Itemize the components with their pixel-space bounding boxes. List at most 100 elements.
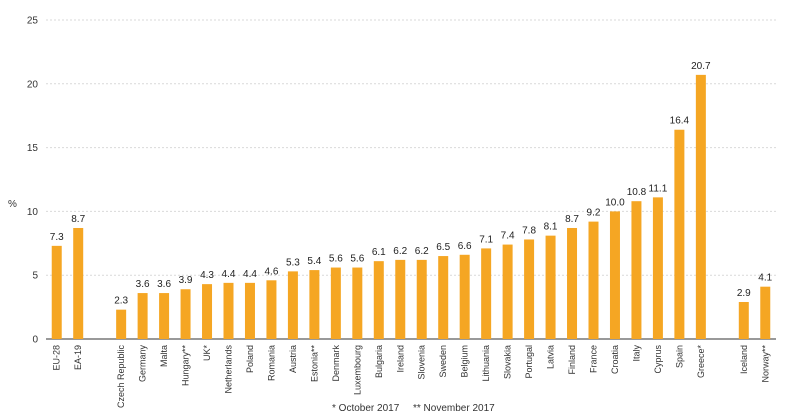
category-label: Finland: [567, 345, 577, 375]
value-label: 11.1: [649, 183, 668, 194]
category-label: Sweden: [438, 345, 448, 378]
value-label: 10.0: [605, 197, 625, 208]
category-label: Romania: [266, 345, 276, 381]
bar-france: [588, 221, 599, 339]
category-label: Netherlands: [224, 345, 234, 394]
bar-greece: [695, 74, 706, 340]
value-label: 8.7: [71, 214, 85, 225]
value-label: 5.3: [286, 257, 300, 268]
category-label: Austria: [288, 345, 298, 373]
category-label: Poland: [245, 345, 255, 373]
value-label: 8.7: [565, 214, 579, 225]
category-labels: EU-28 EA-19 Czech Republic Germany Malta Hung…: [52, 345, 771, 409]
value-label: 16.4: [670, 116, 690, 127]
value-label: 6.6: [458, 241, 472, 252]
category-label: Malta: [159, 345, 169, 367]
category-label: Greece*: [696, 345, 706, 379]
value-labels: 7.3 8.7 2.3 3.6 3.6 3.9 4.3 4.4 4.4 4.6 5.3 5.4 5.6 5…: [50, 61, 773, 307]
bar-czech-republic: [116, 309, 127, 339]
category-label: Estonia**: [309, 345, 319, 383]
category-label: EA-19: [73, 345, 83, 370]
value-label: 10.8: [627, 187, 647, 198]
bar-austria: [287, 271, 298, 339]
bar-romania: [266, 280, 277, 339]
category-label: Bulgaria: [374, 345, 384, 378]
value-label: 4.3: [200, 270, 214, 281]
bar-malta: [159, 293, 170, 339]
value-label: 6.2: [393, 246, 407, 257]
value-label: 7.1: [479, 234, 493, 245]
category-label: Portugal: [524, 345, 534, 379]
footnote-november: ** November 2017: [413, 403, 495, 414]
value-label: 2.9: [737, 288, 751, 299]
bar-belgium: [459, 254, 470, 339]
bar-ireland: [395, 259, 406, 339]
bar-ea-19: [73, 227, 84, 339]
value-label: 7.3: [50, 232, 64, 243]
category-label: France: [589, 345, 599, 373]
value-label: 5.4: [307, 256, 321, 267]
bar-estonia: [309, 270, 320, 339]
bar-portugal: [524, 239, 535, 339]
category-label: Czech Republic: [116, 345, 126, 409]
bar-cyprus: [652, 197, 663, 339]
bar-uk: [202, 284, 213, 339]
bar-germany: [137, 293, 148, 339]
y-tick-label: 0: [32, 335, 38, 346]
category-label: Norway**: [760, 345, 770, 383]
category-label: Ireland: [395, 345, 405, 373]
y-axis: 0 5 10 15 20 25: [27, 16, 39, 346]
value-label: 5.6: [350, 254, 364, 265]
value-label: 7.8: [522, 225, 536, 236]
y-tick-label: 10: [27, 207, 39, 218]
y-tick-label: 5: [32, 271, 38, 282]
bar-slovakia: [502, 244, 513, 339]
value-label: 3.6: [157, 279, 171, 290]
bar-denmark: [330, 267, 341, 339]
bar-italy: [631, 201, 642, 339]
value-label: 6.2: [415, 246, 429, 257]
bar-luxembourg: [352, 267, 363, 339]
y-axis-label: %: [8, 199, 17, 210]
y-tick-label: 20: [27, 79, 39, 90]
grid-lines: [46, 19, 776, 340]
footnote-october: * October 2017: [332, 403, 400, 414]
value-label: 3.9: [179, 275, 193, 286]
bar-lithuania: [481, 248, 492, 339]
bar-hungary: [180, 289, 191, 339]
bars: [51, 74, 771, 340]
category-label: Croatia: [610, 345, 620, 374]
bar-poland: [244, 282, 255, 339]
value-label: 9.2: [587, 208, 601, 219]
category-label: Belgium: [460, 345, 470, 378]
value-label: 4.6: [264, 266, 278, 277]
value-label: 6.5: [436, 242, 450, 253]
bar-croatia: [609, 211, 620, 339]
category-label: Spain: [674, 345, 684, 368]
value-label: 20.7: [691, 61, 711, 72]
value-label: 7.4: [501, 231, 515, 242]
bar-bulgaria: [373, 261, 384, 339]
category-label: Italy: [631, 345, 641, 362]
bar-slovenia: [416, 259, 427, 339]
bar-netherlands: [223, 282, 234, 339]
y-tick-label: 15: [27, 143, 39, 154]
category-label: Cyprus: [653, 345, 663, 374]
category-label: Hungary**: [181, 345, 191, 387]
bar-spain: [674, 129, 685, 339]
category-label: UK*: [202, 345, 212, 362]
value-label: 4.1: [758, 273, 772, 284]
value-label: 4.4: [222, 269, 236, 280]
bar-sweden: [438, 256, 449, 339]
category-label: Denmark: [331, 345, 341, 382]
category-label: Luxembourg: [352, 345, 362, 395]
value-label: 3.6: [136, 279, 150, 290]
bar-finland: [567, 227, 578, 339]
bar-latvia: [545, 235, 556, 339]
category-label: Iceland: [739, 345, 749, 374]
value-label: 6.1: [372, 247, 386, 258]
category-label: Slovenia: [417, 345, 427, 380]
value-label: 2.3: [114, 296, 128, 307]
y-tick-label: 25: [27, 16, 39, 27]
